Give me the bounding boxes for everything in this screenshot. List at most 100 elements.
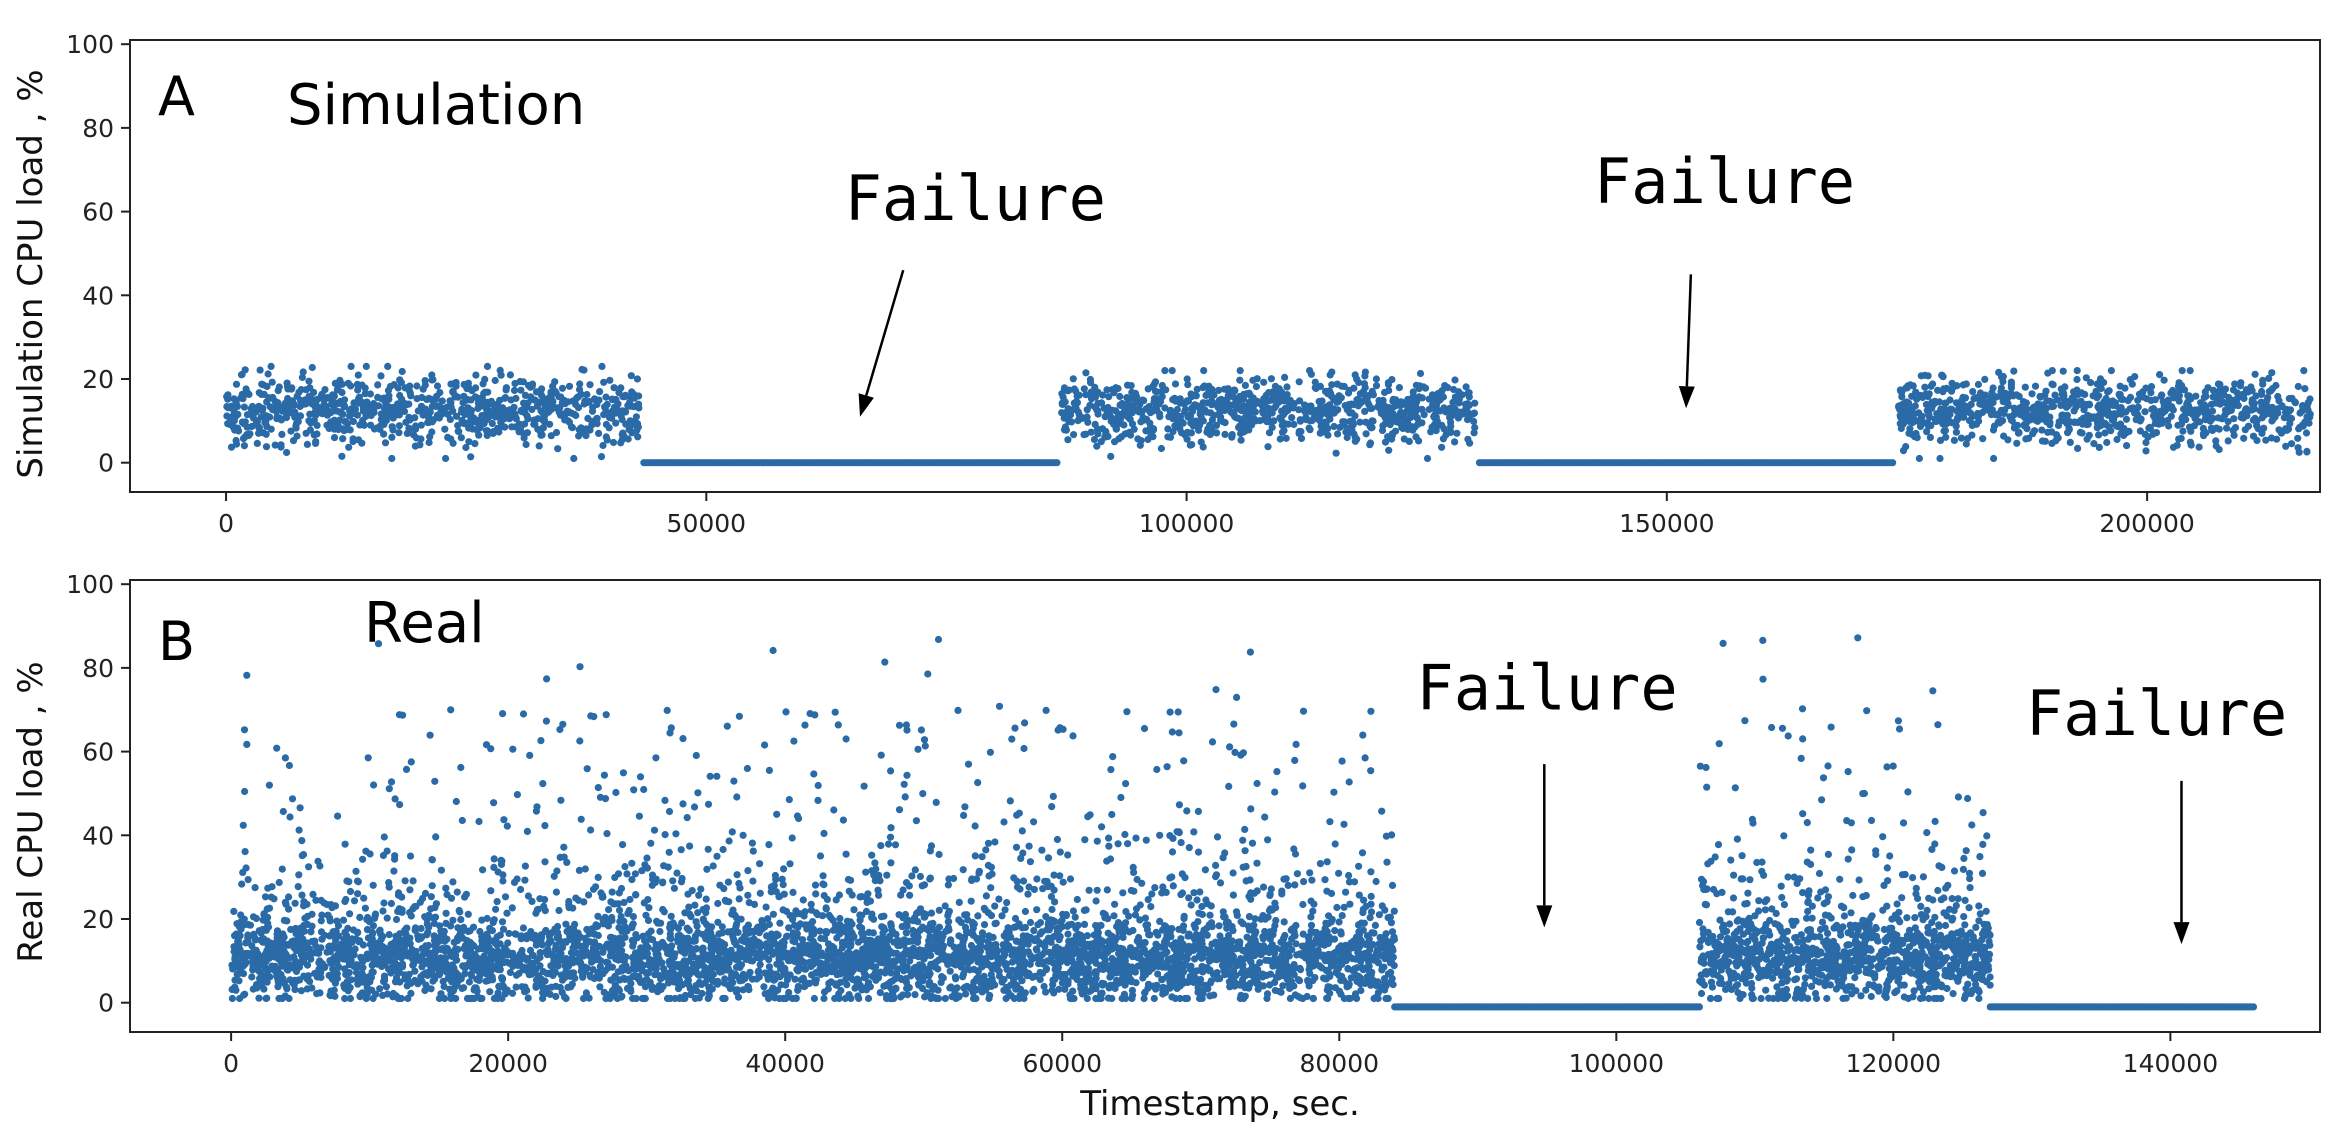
data-point [971, 852, 979, 860]
data-point [2241, 426, 2249, 434]
data-point [282, 414, 291, 422]
data-point [1124, 381, 1132, 389]
data-point [1091, 383, 1099, 391]
data-point [576, 380, 584, 388]
data-point [1411, 398, 1419, 406]
data-point [259, 381, 267, 389]
data-point [340, 401, 348, 410]
data-point [1164, 433, 1172, 441]
data-point [1416, 369, 1425, 378]
data-point [462, 443, 470, 452]
data-point [1334, 430, 1342, 438]
data-point [398, 397, 406, 405]
data-point [1091, 968, 1099, 976]
data-point [2068, 394, 2076, 402]
data-point [506, 371, 514, 379]
data-point [1173, 421, 1181, 429]
data-point [2236, 382, 2244, 390]
data-point [385, 879, 393, 887]
data-point [425, 941, 433, 950]
data-point [2113, 435, 2121, 444]
data-point [1989, 426, 1998, 434]
data-point [1926, 433, 1934, 441]
data-point [419, 385, 427, 393]
data-point [1427, 428, 1435, 436]
data-point [1259, 883, 1268, 891]
data-point [630, 786, 638, 794]
data-point [515, 428, 523, 436]
data-point [523, 827, 532, 836]
data-point [1962, 440, 1970, 448]
data-point [1210, 411, 1218, 419]
data-point [624, 402, 632, 410]
data-point [1215, 404, 1223, 412]
data-point [346, 426, 354, 434]
data-point [2117, 430, 2125, 438]
data-point [2006, 413, 2014, 421]
data-point [1150, 395, 1158, 403]
data-point [1345, 871, 1353, 880]
data-point [2074, 444, 2082, 452]
data-point [611, 972, 619, 981]
data-point [2179, 427, 2187, 435]
data-point [1225, 782, 1233, 791]
data-point [788, 834, 796, 842]
data-point [346, 910, 354, 918]
data-point [452, 412, 461, 420]
data-point [522, 440, 530, 449]
data-point [1990, 454, 1998, 463]
data-point [447, 399, 455, 407]
data-point [2041, 437, 2049, 445]
data-point [1168, 367, 1176, 375]
data-point [281, 754, 289, 762]
data-point [394, 384, 402, 392]
data-point [412, 425, 420, 433]
data-point [1999, 417, 2007, 425]
data-point [552, 428, 561, 437]
data-point [2014, 429, 2023, 437]
data-point [262, 994, 270, 1003]
data-point [1331, 927, 1339, 935]
data-point [1465, 389, 1473, 397]
data-point [1236, 392, 1244, 401]
data-point [223, 403, 231, 411]
data-point [2083, 435, 2091, 443]
data-point [428, 428, 436, 436]
data-point [2141, 408, 2149, 416]
data-point [1360, 397, 1368, 405]
data-point [971, 822, 979, 830]
data-point [1011, 724, 1019, 732]
data-point [554, 445, 562, 453]
data-point [2081, 390, 2089, 398]
data-point [1030, 927, 1038, 935]
data-point [472, 371, 480, 379]
data-point [2042, 410, 2050, 418]
data-point [1080, 920, 1089, 929]
data-point [558, 384, 567, 392]
data-point [1340, 820, 1348, 828]
data-point [1381, 388, 1389, 396]
data-point [2025, 434, 2033, 442]
data-point [1128, 420, 1137, 428]
data-point [2258, 387, 2266, 396]
data-point [628, 392, 636, 400]
data-point [1003, 899, 1011, 907]
data-point [1094, 399, 1102, 407]
data-point [1946, 410, 1954, 419]
y-tick-label: 40 [82, 281, 114, 310]
data-point [1217, 395, 1225, 403]
data-point [1400, 413, 1408, 422]
data-point [1060, 414, 1068, 422]
data-point [1969, 388, 1977, 396]
data-point [267, 425, 275, 433]
data-point [628, 859, 636, 867]
data-point [1161, 404, 1169, 412]
data-point [453, 888, 461, 896]
data-point [1158, 381, 1166, 390]
data-point [322, 402, 330, 410]
data-point [1284, 881, 1292, 890]
data-point [435, 402, 443, 410]
data-point [505, 415, 514, 423]
data-point [252, 419, 260, 427]
